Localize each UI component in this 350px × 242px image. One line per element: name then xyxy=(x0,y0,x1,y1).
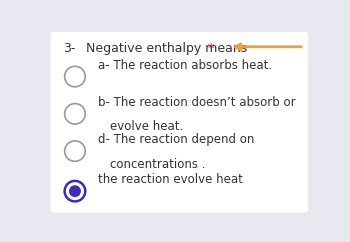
Text: a- The reaction absorbs heat.: a- The reaction absorbs heat. xyxy=(98,59,272,72)
Text: evolve heat.: evolve heat. xyxy=(110,120,183,133)
Ellipse shape xyxy=(65,104,85,124)
Text: the reaction evolve heat: the reaction evolve heat xyxy=(98,174,243,187)
Text: *: * xyxy=(204,42,214,55)
Text: 3-: 3- xyxy=(63,42,75,55)
Text: b- The reaction doesn’t absorb or: b- The reaction doesn’t absorb or xyxy=(98,96,296,109)
Ellipse shape xyxy=(69,185,81,197)
Ellipse shape xyxy=(65,181,85,201)
Text: d- The reaction depend on: d- The reaction depend on xyxy=(98,133,254,146)
Ellipse shape xyxy=(65,66,85,87)
FancyBboxPatch shape xyxy=(50,32,308,212)
Text: Negative enthalpy means: Negative enthalpy means xyxy=(86,42,247,55)
Text: concentrations .: concentrations . xyxy=(110,158,206,171)
Ellipse shape xyxy=(65,141,85,161)
